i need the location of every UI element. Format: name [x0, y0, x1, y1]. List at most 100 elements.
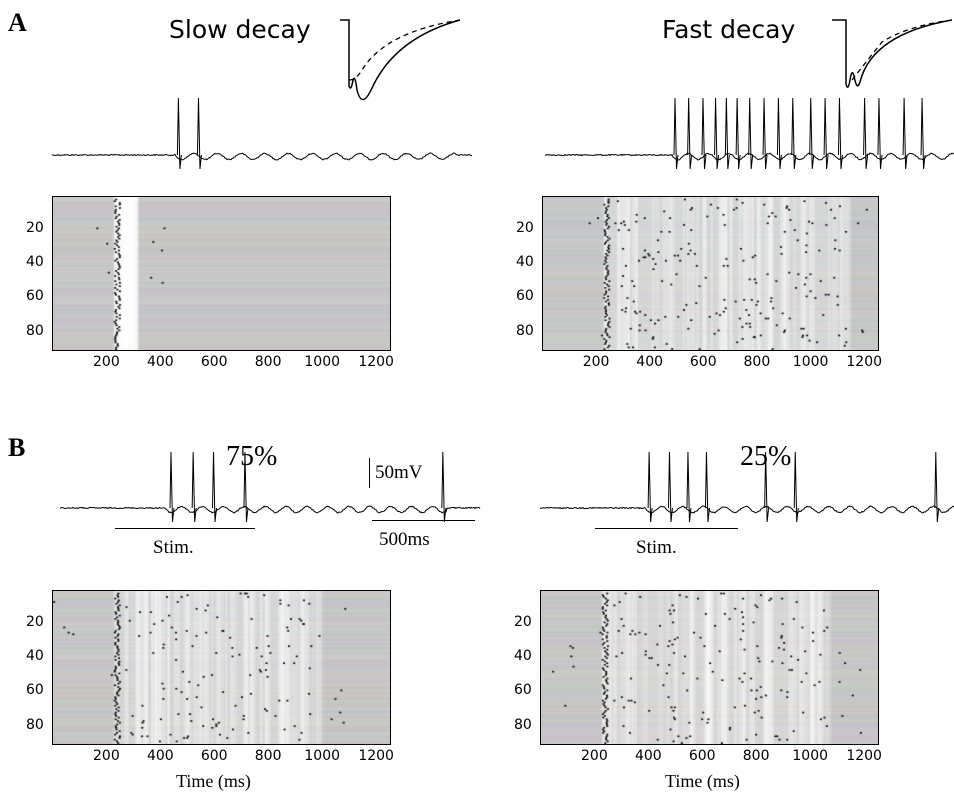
spike	[735, 97, 741, 170]
spike	[748, 97, 754, 170]
x-tick-label: 1200	[846, 748, 882, 764]
spike	[762, 97, 768, 170]
x-tick-label: 600	[200, 748, 228, 764]
voltage-trace-fast-decay	[544, 97, 954, 170]
x-tick-label: 400	[634, 748, 662, 764]
time-scale-bar	[372, 520, 475, 521]
x-tick-label: 200	[582, 354, 610, 370]
panel-b-letter: B	[8, 433, 26, 462]
spike	[823, 97, 829, 170]
spike	[776, 97, 782, 170]
y-tick-label: 40	[514, 648, 532, 665]
x-tick-label: 800	[742, 748, 770, 764]
y-tick-label: 60	[26, 288, 44, 305]
spike	[863, 97, 869, 170]
raster-plot-slow-decay	[52, 196, 391, 351]
inset-solid-curve	[832, 19, 953, 88]
spike	[212, 451, 218, 523]
spike	[704, 451, 710, 523]
stim-label-right: Stim.	[636, 537, 677, 558]
x-tick-label: 800	[254, 748, 282, 764]
percent-label-75: 75%	[226, 441, 278, 472]
spike	[191, 451, 197, 523]
x-tick-label: 800	[743, 354, 771, 370]
spike	[686, 451, 692, 523]
x-tick-label: 200	[93, 748, 120, 764]
stim-bar-right	[595, 528, 738, 529]
y-tick-label: 80	[516, 322, 534, 339]
x-tick-label: 200	[581, 748, 608, 764]
inset-solid-curve	[340, 19, 461, 101]
spike	[667, 451, 673, 523]
x-tick-label: 1000	[304, 354, 341, 370]
spike	[809, 97, 815, 170]
fast-decay-title: Fast decay	[662, 15, 796, 44]
spike	[176, 97, 182, 170]
spike	[837, 97, 843, 170]
panel-a-letter: A	[8, 8, 27, 37]
spike	[169, 451, 175, 523]
x-tick-label: 1000	[792, 748, 829, 764]
x-tick-label: 1200	[846, 354, 883, 370]
stim-label-left: Stim.	[153, 537, 194, 558]
y-tick-label: 80	[26, 322, 44, 339]
spike	[902, 97, 908, 170]
slow-decay-title: Slow decay	[169, 15, 311, 44]
x-tick-label: 400	[146, 748, 174, 764]
x-tick-label: 1200	[358, 748, 394, 764]
inset-dashed-curve	[851, 19, 953, 81]
y-tick-label: 20	[26, 219, 44, 236]
voltage-trace-25-percent	[539, 451, 954, 523]
raster-plot-25-percent	[540, 590, 879, 745]
y-tick-label: 60	[26, 682, 44, 699]
y-tick-label: 40	[26, 648, 44, 665]
x-tick-label: 600	[688, 748, 716, 764]
voltage-scale-bar	[369, 458, 370, 488]
x-axis-label-right: Time (ms)	[665, 771, 740, 791]
y-tick-label: 60	[516, 288, 534, 305]
y-tick-label: 20	[26, 613, 44, 630]
voltage-trace-line	[51, 152, 473, 161]
x-tick-label: 600	[689, 354, 717, 370]
x-axis-label-left: Time (ms)	[176, 771, 251, 791]
spike	[243, 451, 249, 523]
voltage-trace-slow-decay	[51, 97, 473, 170]
spike	[793, 451, 799, 523]
spike	[687, 97, 693, 170]
spike	[934, 451, 940, 523]
inset-dashed-curve	[348, 19, 461, 81]
time-scale-label: 500ms	[379, 529, 430, 550]
spike	[877, 97, 883, 170]
x-tick-label: 400	[636, 354, 664, 370]
raster-plot-75-percent	[52, 590, 391, 745]
x-tick-label: 1000	[304, 748, 341, 764]
voltage-trace-line	[544, 152, 954, 161]
spike	[764, 451, 770, 523]
voltage-trace-line	[59, 505, 481, 514]
fast-decay-inset	[832, 19, 953, 88]
y-tick-label: 40	[26, 254, 44, 271]
x-tick-label: 400	[146, 354, 174, 370]
y-tick-label: 80	[514, 716, 532, 733]
spike	[724, 97, 730, 170]
x-tick-label: 600	[200, 354, 228, 370]
raster-plot-fast-decay	[542, 196, 879, 351]
y-tick-label: 60	[514, 682, 532, 699]
x-tick-label: 800	[254, 354, 282, 370]
spike	[196, 97, 202, 170]
spike	[920, 97, 926, 170]
y-tick-label: 20	[514, 613, 532, 630]
spike	[673, 97, 679, 170]
spike	[701, 97, 707, 170]
voltage-trace-75-percent	[59, 451, 481, 523]
x-tick-label: 1000	[792, 354, 829, 370]
spike	[791, 97, 797, 170]
stim-bar-left	[115, 528, 255, 529]
voltage-scale-label: 50mV	[375, 462, 423, 483]
y-tick-label: 20	[516, 219, 534, 236]
slow-decay-inset	[340, 19, 461, 101]
y-tick-label: 40	[516, 254, 534, 271]
spike	[714, 97, 720, 170]
x-tick-label: 1200	[358, 354, 394, 370]
spike	[647, 451, 653, 523]
